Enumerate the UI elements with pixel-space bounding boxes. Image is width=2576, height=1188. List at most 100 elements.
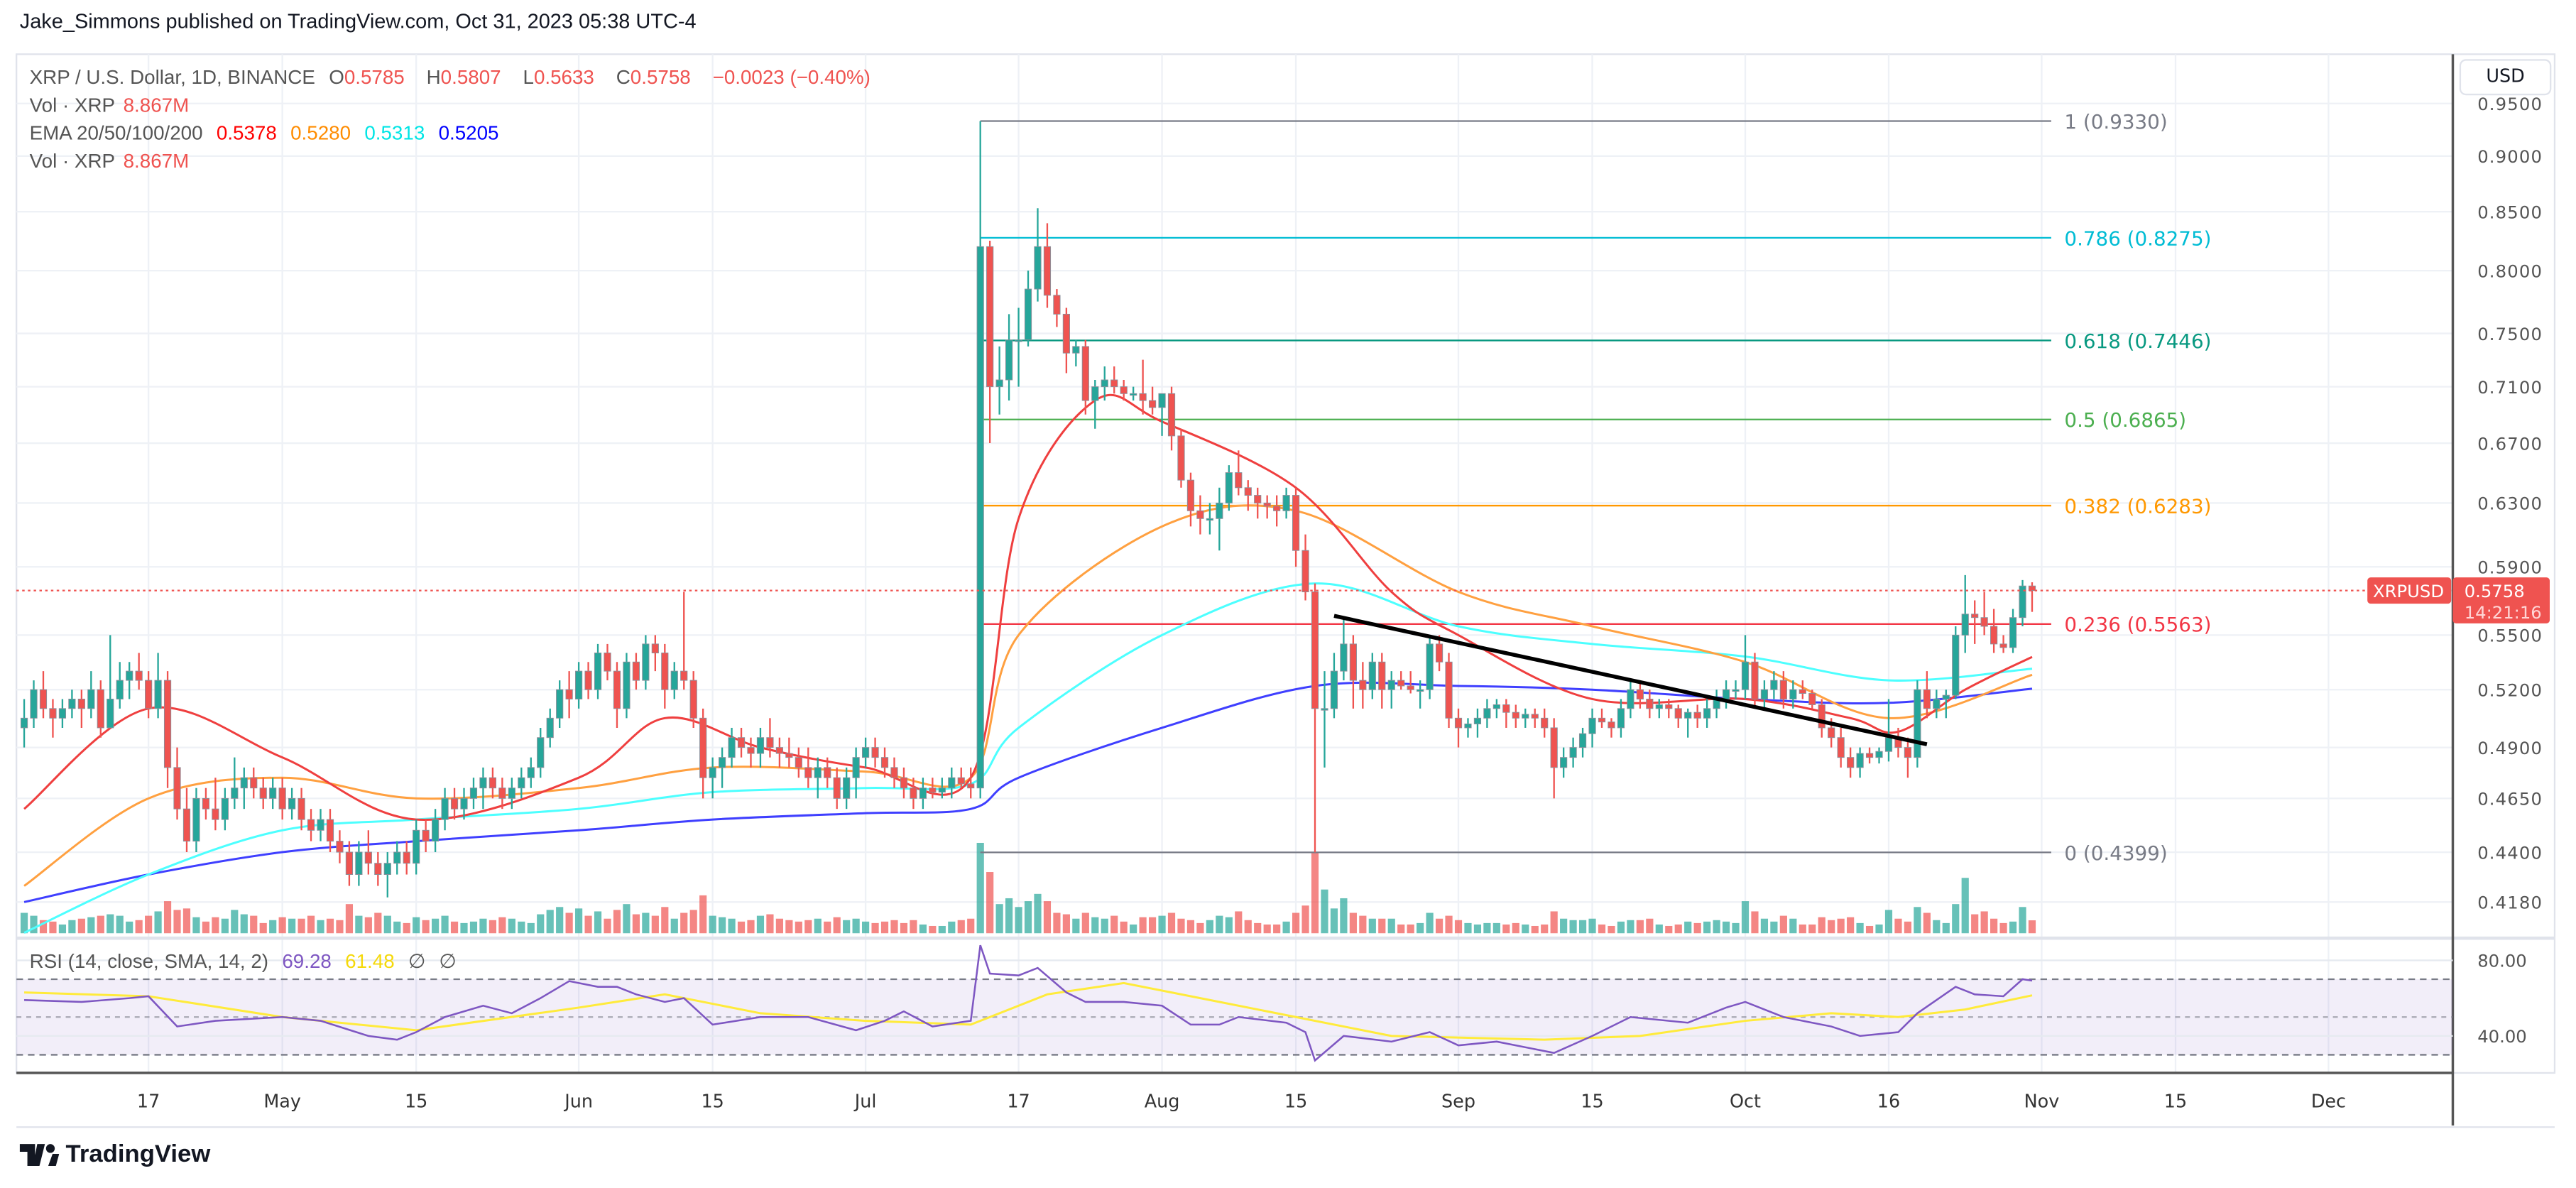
candle-body xyxy=(1148,400,1157,408)
candle xyxy=(1464,718,1472,738)
volume-bar xyxy=(604,918,611,934)
volume-bar xyxy=(1158,915,1166,934)
candle-body xyxy=(680,670,688,681)
candle xyxy=(1186,472,1195,527)
candle-body xyxy=(1875,751,1883,758)
volume-bar xyxy=(1110,915,1118,934)
candle xyxy=(269,778,277,810)
volume-legend-2[interactable]: Vol · XRP 8.867M xyxy=(29,149,190,173)
candle-body xyxy=(498,788,506,799)
candle xyxy=(1473,708,1482,738)
tradingview-logo-icon xyxy=(19,1143,60,1165)
candle xyxy=(1349,635,1357,709)
volume-bar xyxy=(1340,898,1348,934)
candle xyxy=(737,727,746,758)
volume-bar xyxy=(383,915,391,934)
candle xyxy=(1043,223,1052,308)
candle xyxy=(1884,699,1893,762)
candle-body xyxy=(1024,288,1032,341)
candle xyxy=(938,778,946,799)
rsi-na-2: ∅ xyxy=(439,949,457,973)
candle xyxy=(432,809,440,853)
volume-bar xyxy=(2019,907,2026,934)
symbol-name[interactable]: XRP / U.S. Dollar, 1D, BINANCE xyxy=(29,65,315,89)
candle-body xyxy=(1301,550,1309,592)
volume-bar xyxy=(1321,889,1328,934)
volume-bar xyxy=(1608,925,1615,934)
volume-bar xyxy=(1942,922,1950,934)
price-tick-label: 0.6300 xyxy=(2477,494,2543,514)
candle xyxy=(1856,747,1864,778)
volume-bar xyxy=(498,917,506,934)
candle xyxy=(182,788,191,853)
time-tick-label: 15 xyxy=(701,1091,724,1113)
volume-bar xyxy=(1875,924,1883,934)
volume-value-2: 8.867M xyxy=(123,149,190,173)
candle xyxy=(1541,708,1549,738)
candle-body xyxy=(661,653,669,690)
currency-button[interactable]: USD xyxy=(2459,59,2552,96)
candle xyxy=(1522,708,1529,728)
volume-bar xyxy=(689,910,697,934)
tradingview-logo[interactable]: TradingView xyxy=(19,1140,211,1168)
volume-bar xyxy=(1904,921,1912,934)
candle xyxy=(1311,583,1319,853)
volume-bar xyxy=(1598,924,1606,934)
candle xyxy=(221,788,229,831)
candle-body xyxy=(336,841,344,853)
volume-bar xyxy=(1684,921,1692,934)
candle-body xyxy=(1158,393,1166,408)
volume-bar xyxy=(1407,924,1414,934)
candle-body xyxy=(1569,747,1577,758)
price-tick-label: 0.4400 xyxy=(2477,842,2543,863)
volume-bar xyxy=(403,922,410,934)
candle xyxy=(1684,708,1692,738)
candle-body xyxy=(240,777,248,789)
volume-bar xyxy=(1588,918,1596,934)
candle-body xyxy=(1483,708,1491,719)
candle xyxy=(1990,609,1998,653)
volume-legend[interactable]: Vol · XRP 8.867M xyxy=(29,93,190,117)
volume-bar xyxy=(833,917,841,934)
candle xyxy=(355,841,363,886)
candle xyxy=(2028,582,2036,612)
candle xyxy=(584,662,592,699)
volume-bar xyxy=(1034,893,1042,934)
volume-bar xyxy=(537,914,545,934)
candle xyxy=(1263,495,1271,519)
candle-body xyxy=(1942,694,1950,699)
candle-body xyxy=(1110,379,1118,388)
volume-bar xyxy=(221,918,229,934)
candle xyxy=(489,767,496,799)
candle xyxy=(1808,690,1816,709)
candle xyxy=(1760,680,1769,709)
candle xyxy=(1914,680,1921,768)
candle-body xyxy=(1473,717,1482,724)
candle-body xyxy=(1799,689,1806,694)
candle-body xyxy=(1884,737,1893,752)
candle-body xyxy=(58,708,67,719)
volume-bar xyxy=(976,842,984,934)
time-tick-label: Aug xyxy=(1145,1091,1180,1113)
candle-body xyxy=(1971,614,1979,618)
candle xyxy=(632,653,640,690)
candle xyxy=(623,653,631,719)
candle xyxy=(49,699,57,738)
ema-legend[interactable]: EMA 20/50/100/200 0.5378 0.5280 0.5313 0… xyxy=(29,121,499,145)
candle-body xyxy=(938,788,946,793)
rsi-value: 69.28 xyxy=(282,949,332,973)
candle-body xyxy=(1990,626,1998,645)
published-header: Jake_Simmons published on TradingView.co… xyxy=(19,9,697,33)
candle xyxy=(441,788,449,831)
volume-bar xyxy=(1397,924,1405,934)
low-value: 0.5633 xyxy=(533,65,594,89)
candle-body xyxy=(383,863,391,875)
candle-body xyxy=(1999,643,2007,648)
volume-bar xyxy=(307,915,315,934)
candle-body xyxy=(871,747,879,758)
volume-bar xyxy=(948,921,956,934)
volume-bar xyxy=(1081,912,1089,934)
candle xyxy=(804,747,812,788)
rsi-legend[interactable]: RSI (14, close, SMA, 14, 2) 69.28 61.48 … xyxy=(29,949,457,973)
